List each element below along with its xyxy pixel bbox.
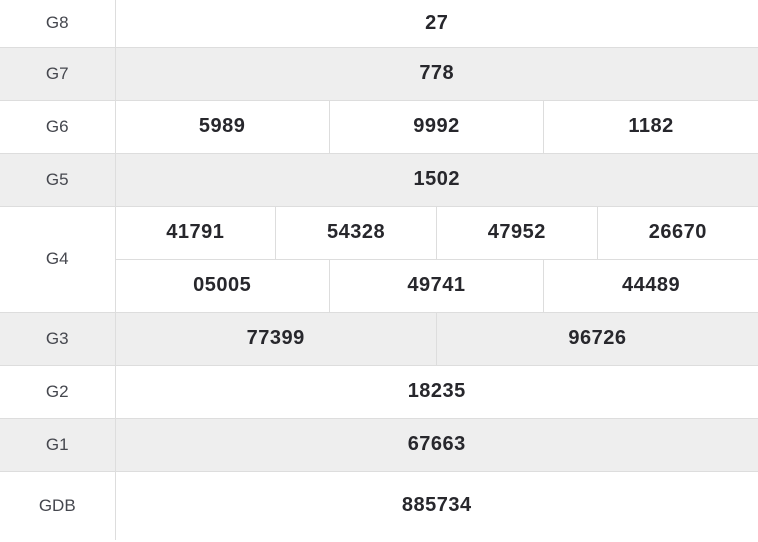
table-row: G7 778 xyxy=(0,46,758,101)
prize-value: 54328 xyxy=(275,205,437,260)
table-row: G1 67663 xyxy=(0,417,758,472)
prize-label-g8: G8 xyxy=(0,0,116,48)
prize-value: 41791 xyxy=(114,205,277,260)
prize-value: 5989 xyxy=(114,99,330,154)
prize-label-g6: G6 xyxy=(0,99,116,154)
prize-value: 26670 xyxy=(596,205,758,260)
prize-value: 05005 xyxy=(114,258,330,313)
prize-value: 44489 xyxy=(543,258,758,313)
prize-value: 885734 xyxy=(114,470,758,541)
prize-value: 18235 xyxy=(114,364,758,419)
prize-value: 1502 xyxy=(114,152,758,207)
prize-value: 1182 xyxy=(543,99,758,154)
table-row: G4 41791 54328 47952 26670 xyxy=(0,205,758,313)
prize-value: 77399 xyxy=(114,311,437,366)
prize-value: 47952 xyxy=(435,205,598,260)
table-row: 05005 49741 44489 xyxy=(0,258,758,313)
prize-label-g1: G1 xyxy=(0,417,116,472)
table-row: G8 27 xyxy=(0,0,758,48)
prize-value: 67663 xyxy=(114,417,758,472)
prize-label-gdb: GDB xyxy=(0,470,116,541)
table-row: G3 77399 96726 xyxy=(0,311,758,366)
table-row: G6 5989 9992 1182 xyxy=(0,99,758,154)
prize-value: 27 xyxy=(114,0,758,48)
prize-label-g4: G4 xyxy=(0,205,116,313)
prize-label-g5: G5 xyxy=(0,152,116,207)
table-row: G2 18235 xyxy=(0,364,758,419)
prize-label-g7: G7 xyxy=(0,46,116,101)
prize-value: 9992 xyxy=(328,99,545,154)
prize-value: 778 xyxy=(114,46,758,101)
table-row: G5 1502 xyxy=(0,152,758,207)
prize-value: 49741 xyxy=(328,258,545,313)
prize-label-g2: G2 xyxy=(0,364,116,419)
prize-label-g3: G3 xyxy=(0,311,116,366)
prize-value: 96726 xyxy=(435,311,758,366)
table-row: GDB 885734 xyxy=(0,470,758,541)
